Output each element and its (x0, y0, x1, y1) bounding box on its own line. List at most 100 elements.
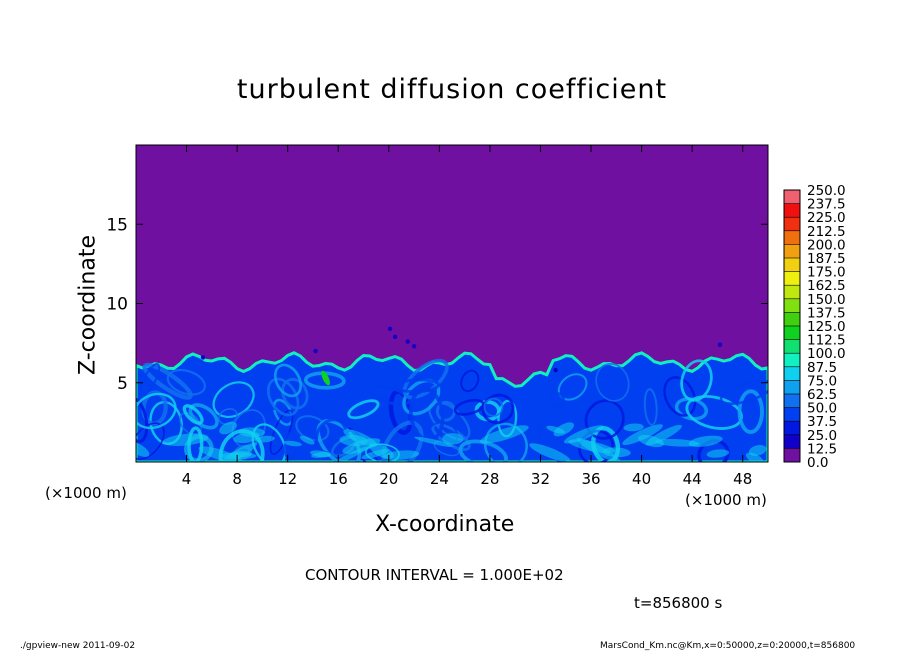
y-axis-label: Z-coordinate (75, 235, 101, 375)
colorbar-label: 187.5 (807, 251, 846, 267)
colorbar-swatch (784, 271, 800, 286)
surface-wisp (343, 429, 378, 447)
colorbar-label: 25.0 (807, 428, 837, 444)
surface-wisp (230, 451, 253, 458)
time-label: t=856800 s (634, 594, 723, 612)
eddy (453, 398, 485, 416)
surface-wisp (602, 447, 631, 458)
colorbar-label: 250.0 (807, 183, 846, 199)
eddy (187, 426, 204, 462)
y-tick-label: 10 (106, 295, 128, 315)
chart-title: turbulent diffusion coefficient (236, 74, 668, 105)
detached-blob (411, 344, 417, 349)
surface-wisp (645, 424, 682, 446)
colorbar-swatch (784, 285, 800, 299)
footer-file-label: MarsCond_Km.nc@Km,x=0:50000,z=0:20000,t=… (600, 641, 856, 651)
eddy (233, 444, 252, 461)
plot-frame (135, 144, 769, 463)
colorbar-label: 12.5 (807, 441, 837, 457)
detached-blob (313, 348, 318, 354)
surface-wisp (414, 436, 454, 447)
eddy (497, 399, 518, 438)
eddy (136, 392, 177, 430)
x-tick-label: 4 (182, 470, 192, 488)
surface-wisp (442, 433, 464, 445)
colorbar-label: 200.0 (807, 237, 846, 253)
colorbar-swatch (784, 434, 800, 449)
eddy (283, 431, 299, 461)
colorbar-swatch (784, 312, 800, 326)
eddy (141, 390, 168, 426)
plot-background (136, 145, 768, 462)
hotspot (321, 370, 330, 386)
x-tick-label: 16 (329, 470, 348, 488)
surface-wisp (576, 437, 621, 462)
x-tick-label: 32 (531, 470, 550, 488)
eddy (663, 376, 697, 417)
eddy (484, 422, 528, 462)
eddy (341, 428, 367, 444)
colorbar-swatch (784, 203, 800, 218)
colorbar-swatch (784, 366, 800, 381)
colorbar-swatch (784, 421, 800, 435)
x-unit-label-left: (×1000 m) (45, 484, 127, 502)
x-unit-label-right: (×1000 m) (685, 491, 767, 509)
colorbar-label: 175.0 (807, 265, 846, 281)
eddy (402, 358, 449, 400)
surface-wisp (564, 425, 604, 444)
surface-wisp (638, 434, 664, 448)
surface-wisp (529, 443, 571, 462)
colorbar-swatch (784, 326, 800, 340)
eddy (481, 393, 515, 425)
eddy (231, 409, 266, 448)
colorbar-swatch (784, 258, 800, 272)
eddy (393, 378, 440, 394)
eddy (737, 389, 764, 434)
eddy (331, 436, 357, 458)
colorbar-swatch (784, 217, 800, 231)
eddy (537, 424, 568, 462)
surface-wisp (568, 439, 615, 454)
eddy (179, 412, 203, 436)
surface-wisp (382, 450, 420, 461)
surface-wisp (233, 431, 261, 444)
eddy (674, 397, 708, 421)
x-axis-label: X-coordinate (375, 512, 515, 537)
surface-wisp (254, 435, 275, 443)
y-tick-label: 5 (117, 374, 128, 394)
colorbar-label: 75.0 (807, 373, 837, 389)
colorbar: 0.012.525.037.550.062.575.087.5100.0112.… (783, 183, 846, 471)
eddy (365, 443, 400, 462)
colorbar-swatch (784, 230, 800, 245)
detached-blob (553, 367, 558, 373)
x-tick-label: 40 (632, 470, 651, 488)
eddy (680, 359, 713, 402)
colorbar-swatch (784, 339, 800, 354)
eddy (166, 368, 206, 396)
colorbar-label: 162.5 (807, 278, 846, 294)
eddy (428, 401, 471, 441)
colorbar-swatch (784, 407, 800, 422)
eddy (643, 388, 658, 426)
x-tick-label: 36 (581, 470, 600, 488)
eddy (458, 439, 508, 462)
eddy (272, 398, 294, 426)
surface-wisp (217, 442, 258, 462)
colorbar-label: 237.5 (807, 197, 846, 213)
colorbar-swatch (784, 353, 800, 367)
surface-wisp (748, 444, 767, 456)
surface-wisp (546, 425, 565, 434)
eddy (184, 434, 214, 462)
colorbar-label: 0.0 (807, 455, 828, 471)
detached-blob (387, 326, 393, 332)
eddy (426, 421, 458, 450)
surface-wisp (299, 435, 315, 445)
eddy (408, 387, 445, 443)
surface-wisp (162, 433, 209, 446)
surface-wisp (479, 425, 529, 444)
eddy (433, 440, 460, 457)
surface-wisp (706, 449, 730, 458)
surface-wisp (198, 446, 243, 462)
colorbar-label: 137.5 (807, 305, 846, 321)
colorbar-swatch (784, 190, 800, 204)
